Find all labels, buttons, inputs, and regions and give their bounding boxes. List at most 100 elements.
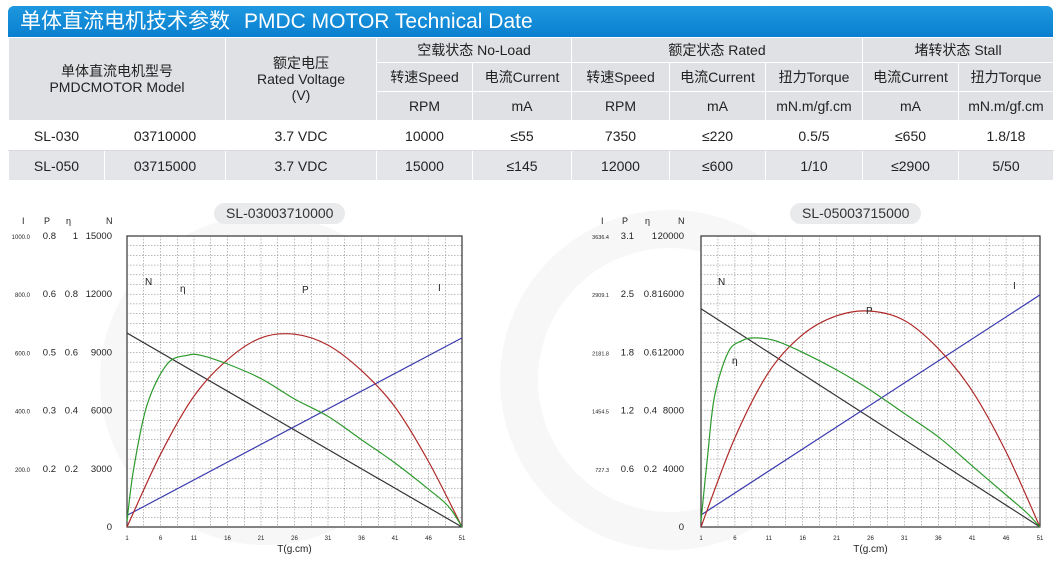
- cell-rated-current: ≤600: [669, 150, 766, 181]
- series-label-P: P: [302, 285, 309, 296]
- x-tick-label: 31: [325, 536, 332, 542]
- x-axis-label: T(g.cm): [853, 544, 887, 555]
- tick-label-current: 1454.5: [592, 410, 609, 416]
- cell-noload-current: ≤145: [472, 150, 572, 181]
- series-line-P: [700, 310, 1041, 528]
- tick-label-efficiency: 0.4: [65, 406, 78, 417]
- tick-label-speed: 20000: [658, 231, 684, 242]
- unit-stall-torque: mN.m/gf.cm: [958, 91, 1054, 121]
- header-voltage-cn: 额定电压: [273, 55, 329, 71]
- series-line-N: [700, 308, 1041, 528]
- cell-rated-current: ≤220: [669, 120, 766, 151]
- tick-label-speed: 8000: [663, 406, 684, 417]
- tick-label-speed: 6000: [91, 406, 112, 417]
- series-label-P: P: [866, 306, 873, 317]
- tick-label-current: 400.0: [15, 410, 31, 416]
- tick-label-power: 0.5: [43, 347, 56, 358]
- tick-label-efficiency: 0.6: [65, 347, 78, 358]
- tick-label-speed: 15000: [86, 231, 112, 242]
- tick-label-efficiency: 0.8: [644, 289, 657, 300]
- page-title-cn: 单体直流电机技术参数: [20, 10, 230, 33]
- tick-label-efficiency: 0.2: [644, 464, 657, 475]
- x-tick-label: 26: [867, 536, 874, 542]
- x-tick-label: 31: [901, 536, 908, 542]
- tick-label-power: 0.6: [621, 464, 634, 475]
- header-model-cn: 单体直流电机型号: [61, 63, 173, 79]
- cell-stall-current: ≤2900: [862, 150, 959, 181]
- x-tick-label: 36: [358, 536, 365, 542]
- page-title-bar: 单体直流电机技术参数 PMDC MOTOR Technical Date: [8, 6, 1053, 37]
- tick-label-efficiency: 0.2: [65, 464, 78, 475]
- x-tick-label: 6: [159, 536, 163, 542]
- tick-label-power: 0.6: [43, 289, 56, 300]
- x-tick-label: 11: [766, 536, 773, 542]
- header-noload: 空载状态 No-Load: [376, 37, 572, 63]
- tick-label-speed: 0: [679, 522, 684, 533]
- tick-label-speed: 12000: [658, 347, 684, 358]
- x-tick-label: 36: [935, 536, 942, 542]
- tick-label-speed: 3000: [91, 464, 112, 475]
- tick-label-efficiency: 0.8: [65, 289, 78, 300]
- tick-label-power: 3.1: [621, 231, 634, 242]
- x-tick-label: 21: [258, 536, 265, 542]
- x-tick-label: 41: [969, 536, 976, 542]
- tick-label-efficiency: 0.6: [644, 347, 657, 358]
- header-model-en: PMDCMOTOR Model: [49, 79, 185, 95]
- axis-head-power: P: [622, 216, 628, 226]
- cell-model: SL-050: [8, 150, 105, 181]
- series-label-eta: η: [732, 356, 738, 367]
- x-tick-label: 46: [425, 536, 432, 542]
- series-label-eta: η: [180, 284, 186, 295]
- header-rated-torque: 扭力Torque: [765, 62, 863, 92]
- x-tick-label: 6: [733, 536, 737, 542]
- tick-label-efficiency: 1: [652, 231, 657, 242]
- cell-rated-torque: 1/10: [765, 150, 863, 181]
- cell-voltage: 3.7 VDC: [225, 120, 377, 151]
- axis-head-efficiency: η: [66, 216, 71, 226]
- tick-label-power: 0.3: [43, 406, 56, 417]
- chart-title-2: SL-05003715000: [790, 203, 922, 224]
- tick-label-efficiency: 1: [73, 231, 78, 242]
- series-line-eta: [126, 353, 463, 528]
- tick-label-efficiency: 0.4: [644, 406, 657, 417]
- cell-stall-torque: 5/50: [958, 150, 1054, 181]
- unit-rated-speed: RPM: [571, 91, 670, 121]
- header-rated-speed: 转速Speed: [571, 62, 670, 92]
- table-row: SL-030 03710000 3.7 VDC 10000 ≤55 7350 ≤…: [8, 120, 1054, 151]
- cell-code: 03715000: [104, 150, 226, 181]
- header-rated: 额定状态 Rated: [571, 37, 863, 63]
- series-label-I: I: [1013, 281, 1016, 292]
- cell-code: 03710000: [104, 120, 226, 151]
- header-model: 单体直流电机型号 PMDCMOTOR Model: [8, 37, 226, 121]
- tick-label-current: 2181.8: [592, 351, 609, 357]
- x-tick-label: 51: [459, 536, 466, 542]
- page-title-en: PMDC MOTOR Technical Date: [244, 10, 533, 33]
- tick-label-speed: 16000: [658, 289, 684, 300]
- x-tick-label: 1: [699, 536, 703, 542]
- spec-table: 单体直流电机型号 PMDCMOTOR Model 额定电压 Rated Volt…: [8, 37, 1054, 181]
- tick-label-speed: 0: [107, 522, 112, 533]
- x-tick-label: 26: [291, 536, 298, 542]
- tick-label-speed: 4000: [663, 464, 684, 475]
- series-line-I: [126, 337, 463, 516]
- tick-label-speed: 9000: [91, 347, 112, 358]
- x-tick-label: 16: [224, 536, 231, 542]
- tick-label-power: 1.2: [621, 406, 634, 417]
- series-line-eta: [700, 337, 1041, 528]
- tick-label-current: 200.0: [15, 468, 31, 474]
- header-stall-torque: 扭力Torque: [958, 62, 1054, 92]
- tick-label-power: 0.2: [43, 464, 56, 475]
- cell-model: SL-030: [8, 120, 105, 151]
- cell-stall-current: ≤650: [862, 120, 959, 151]
- series-line-I: [700, 294, 1041, 516]
- table-row: SL-050 03715000 3.7 VDC 15000 ≤145 12000…: [8, 150, 1054, 181]
- series-line-N: [126, 332, 463, 528]
- tick-label-current: 800.0: [15, 293, 31, 299]
- x-tick-label: 21: [833, 536, 840, 542]
- tick-label-power: 0.8: [43, 231, 56, 242]
- x-tick-label: 16: [799, 536, 806, 542]
- cell-stall-torque: 1.8/18: [958, 120, 1054, 151]
- axis-head-speed: N: [678, 216, 685, 226]
